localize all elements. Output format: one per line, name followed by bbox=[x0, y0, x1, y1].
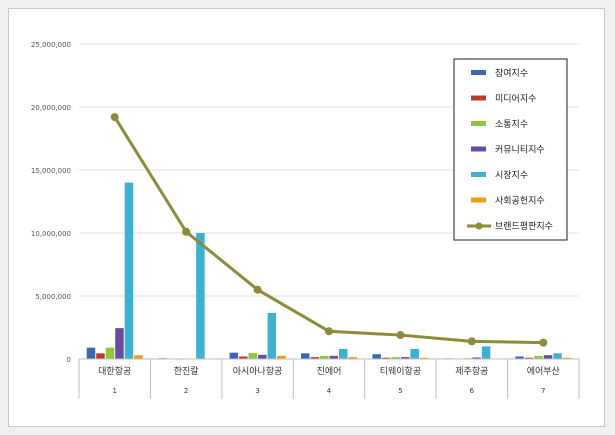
line-point bbox=[539, 338, 548, 347]
x-tick-number: 6 bbox=[470, 387, 475, 395]
y-tick-label: 10,000,000 bbox=[31, 230, 71, 238]
legend-swatch bbox=[471, 95, 486, 101]
legend-swatch bbox=[471, 172, 486, 177]
y-tick-label: 5,000,000 bbox=[35, 293, 71, 301]
x-tick-label: 티웨이항공 bbox=[380, 365, 421, 377]
bar bbox=[419, 357, 429, 359]
x-tick-number: 5 bbox=[398, 387, 402, 395]
x-tick-number: 3 bbox=[255, 387, 259, 395]
bar bbox=[258, 354, 267, 359]
line-point bbox=[325, 327, 333, 336]
bar bbox=[515, 356, 524, 359]
chart-frame: 0 5,000,000 10,000,000 15,000,000 20,000,000… bbox=[8, 8, 605, 427]
bar bbox=[248, 352, 258, 359]
bar bbox=[86, 347, 96, 359]
bar bbox=[96, 353, 105, 359]
x-tick-number: 4 bbox=[327, 387, 332, 395]
bar bbox=[329, 355, 338, 359]
bar bbox=[543, 355, 553, 359]
legend-swatch bbox=[471, 197, 486, 203]
y-tick-label: 0 bbox=[67, 356, 71, 364]
bar bbox=[105, 347, 115, 359]
bar bbox=[115, 328, 124, 359]
x-tick-label: 한진칼 bbox=[174, 366, 199, 377]
line-point bbox=[253, 285, 262, 294]
line-point bbox=[182, 227, 191, 236]
x-tick-label: 진에어 bbox=[317, 366, 342, 377]
bar bbox=[524, 357, 534, 359]
legend-label: 커뮤니티지수 bbox=[495, 145, 545, 156]
bar bbox=[481, 346, 491, 359]
legend-swatch bbox=[471, 121, 486, 126]
legend-swatch bbox=[471, 146, 486, 152]
y-axis-ticks: 0 5,000,000 10,000,000 15,000,000 20,000,000… bbox=[31, 41, 71, 364]
bar bbox=[562, 357, 572, 359]
bar bbox=[348, 357, 357, 359]
legend-label: 시장지수 bbox=[495, 170, 528, 181]
x-tick-label: 아시아나항공 bbox=[233, 366, 283, 377]
legend-label: 소통지수 bbox=[495, 119, 528, 130]
x-tick-number: 2 bbox=[184, 387, 188, 395]
bar bbox=[339, 348, 348, 359]
y-tick-label: 25,000,000 bbox=[31, 41, 71, 49]
bar bbox=[310, 357, 319, 359]
bar bbox=[410, 348, 419, 359]
bar bbox=[534, 355, 543, 359]
line-point bbox=[396, 331, 405, 340]
reputation-line bbox=[110, 113, 548, 347]
bar bbox=[553, 353, 562, 359]
x-tick-label: 에어부산 bbox=[527, 366, 560, 377]
brand-reputation-chart: 0 5,000,000 10,000,000 15,000,000 20,000,000… bbox=[31, 41, 580, 399]
bar bbox=[277, 355, 286, 359]
bar bbox=[301, 353, 310, 359]
y-tick-label: 15,000,000 bbox=[31, 167, 71, 175]
x-tick-label: 대한항공 bbox=[98, 366, 131, 377]
bar bbox=[400, 357, 410, 359]
line-point bbox=[467, 337, 476, 346]
bar bbox=[239, 356, 248, 359]
bar bbox=[391, 357, 400, 359]
bar bbox=[372, 354, 381, 359]
bar bbox=[196, 233, 205, 359]
x-tick-label: 제주항공 bbox=[455, 366, 488, 377]
x-axis: 대한항공 1 한진칼 2 아시아나항공 3 진에어 4 티웨이항공 5 제주항공 6 에어부산 7 bbox=[78, 358, 580, 399]
bar bbox=[124, 182, 134, 359]
bar bbox=[229, 352, 239, 359]
legend-label: 브랜드평판지수 bbox=[495, 221, 553, 232]
line-point bbox=[110, 113, 119, 122]
bar bbox=[381, 357, 391, 359]
y-tick-label: 20,000,000 bbox=[31, 104, 71, 112]
legend-label: 참여지수 bbox=[495, 67, 528, 79]
bar bbox=[267, 313, 277, 359]
legend-label: 미디어지수 bbox=[495, 94, 536, 105]
x-tick-number: 1 bbox=[112, 387, 116, 395]
legend-swatch bbox=[471, 70, 486, 75]
x-tick-number: 7 bbox=[541, 387, 545, 395]
bar bbox=[472, 357, 481, 359]
bar bbox=[320, 355, 329, 359]
legend-swatch-marker bbox=[475, 222, 483, 230]
legend-label: 사회공헌지수 bbox=[495, 196, 545, 207]
bar bbox=[134, 355, 143, 359]
